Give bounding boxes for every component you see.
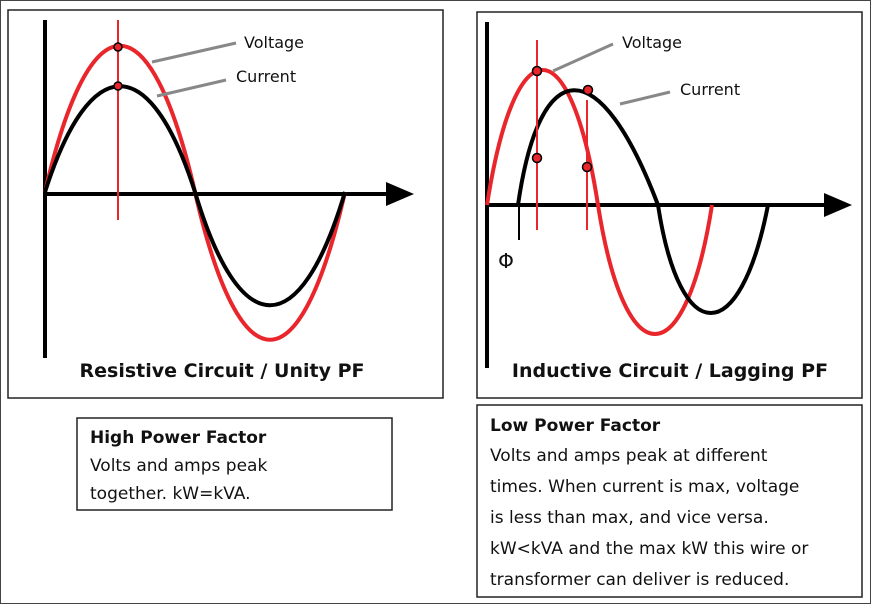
right-panel — [476, 11, 863, 399]
leader-line — [151, 41, 237, 64]
panel-title: Resistive Circuit / Unity PF — [80, 360, 365, 382]
note-line: Volts and amps peak at different — [490, 446, 768, 466]
note-line: is less than max, and vice versa. — [490, 508, 769, 528]
current-wave — [43, 84, 347, 308]
left-panel — [7, 9, 444, 399]
point-dot — [581, 161, 593, 173]
note-heading: Low Power Factor — [490, 416, 661, 436]
leader-line — [156, 78, 227, 98]
voltage-label: Voltage — [622, 33, 682, 52]
note-line: transformer can deliver is reduced. — [490, 570, 789, 590]
note-line: times. When current is max, voltage — [490, 477, 799, 497]
phase-symbol: Φ — [498, 249, 514, 273]
arrow — [824, 193, 852, 217]
voltage-label: Voltage — [244, 33, 304, 52]
peak-dot — [531, 65, 543, 77]
current-wave — [516, 88, 770, 315]
point-dot — [531, 152, 543, 164]
leader-line — [552, 42, 614, 73]
note-heading: High Power Factor — [90, 428, 267, 448]
peak-dot — [582, 84, 594, 96]
panel-title: Inductive Circuit / Lagging PF — [512, 360, 828, 382]
arrow — [386, 182, 414, 206]
leader-line — [619, 90, 671, 106]
current-label: Current — [680, 80, 740, 99]
note-line: together. kW=kVA. — [90, 484, 250, 504]
current-label: Current — [236, 67, 296, 86]
peak-dot — [113, 81, 123, 91]
note-box — [476, 404, 863, 598]
peak-dot — [113, 42, 123, 52]
note-line: kW<kVA and the max kW this wire or — [490, 539, 808, 559]
note-box — [76, 417, 393, 511]
voltage-wave — [485, 68, 714, 336]
note-line: Volts and amps peak — [90, 456, 267, 476]
